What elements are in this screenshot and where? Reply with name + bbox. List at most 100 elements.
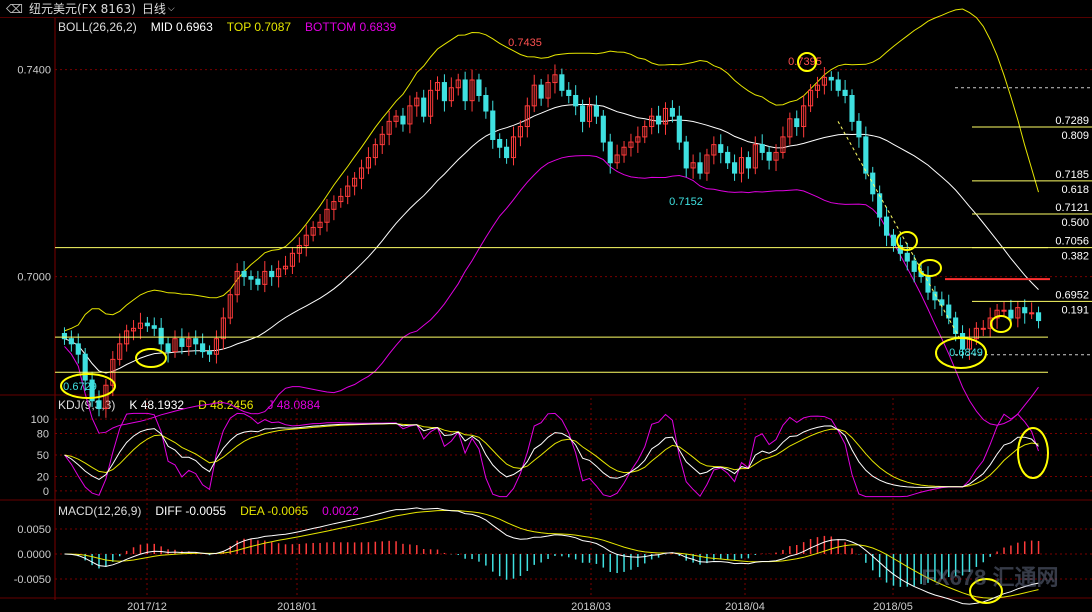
candle-body [987,317,993,329]
low-annotation: 0.7152 [669,196,703,208]
high-annotation: 0.7435 [508,37,542,49]
candle-body [828,76,834,81]
x-tick-label: 2018/01 [277,601,317,612]
candle-body [939,299,945,306]
candle-body [476,79,482,97]
candle-body [455,79,461,89]
y-tick-label: 0.7000 [17,272,51,284]
candle-body [559,74,565,91]
candle-body [738,157,745,174]
candle-body [580,105,586,122]
candle-body [890,234,897,247]
candle-body [186,338,192,347]
candle-body [137,322,144,329]
candle-body [759,144,765,153]
candle-body [814,84,821,91]
x-tick-label: 2017/12 [127,601,167,612]
candle-body [324,208,330,223]
fib-price-label: 0.7121 [1055,202,1089,214]
candle-body [849,95,855,122]
chart-header: ⌫ 纽元美元(FX 8163) 日线 ⌵ [0,0,1092,18]
candle-body [718,144,724,153]
candle-body [117,343,123,360]
candle-body [400,115,406,125]
macd-diff-line [64,507,1039,605]
candle-body [338,195,344,203]
macd-dea-line [64,510,1039,599]
candle-body [1015,307,1021,319]
candle-body [441,82,447,102]
candle-body [566,89,572,97]
boll-top-value: TOP 0.7087 [226,20,292,34]
candle-body [303,234,309,247]
candle-body [932,291,938,301]
candle-body [61,333,68,340]
macd-legend: MACD(12,26,9) DIFF -0.0055 DEA -0.0065 0… [58,503,359,519]
candle-body [220,317,226,340]
candle-body [262,270,268,285]
candle-body [379,133,385,146]
candle-body [745,157,751,169]
candle-body [690,162,696,169]
kdj-tick-label: 50 [37,450,49,462]
y-tick-label: 0.7400 [17,65,51,77]
fib-ratio-label: 0.809 [1061,130,1089,142]
candle-body [241,270,247,278]
candle-body [206,351,213,355]
candle-body [448,87,454,102]
candle-body [683,141,689,169]
candle-body [517,126,523,138]
kdj-j-line [64,412,1039,498]
candle-body [904,252,910,262]
macd-diff-value: DIFF -0.0055 [155,504,227,518]
highlight-ellipse [1017,427,1049,479]
watermark-logo: FX678 汇通网 [922,565,1059,590]
candle-body [510,136,517,159]
candle-body [704,154,710,174]
kdj-tick-label: 80 [37,429,49,441]
candle-body [407,105,413,125]
candle-body [68,338,74,345]
boll-label[interactable]: BOLL(26,26,2) [58,20,137,34]
instrument-title: 纽元美元(FX 8163) [28,2,136,16]
candle-body [870,172,876,195]
candle-body [130,327,137,332]
boll-bottom-line [64,155,1039,434]
candle-body [835,79,841,91]
period-selector[interactable]: 日线 ⌵ [142,0,175,17]
highlight-ellipse [969,578,1003,604]
candle-body [276,268,282,278]
candle-body [725,151,731,164]
candle-body [586,105,593,122]
fib-price-label: 0.6952 [1055,289,1089,301]
macd-label[interactable]: MACD(12,26,9) [58,504,142,518]
boll-mid-line [64,104,1039,374]
candle-body [289,252,296,267]
candle-body [600,115,606,143]
candle-body [732,162,738,174]
candle-body [282,265,289,270]
candle-body [766,151,772,161]
macd-dea-value: DEA -0.0065 [240,504,309,518]
highlight-ellipse [797,52,817,72]
candle-body [179,338,185,347]
macd-tick-label: 0.0050 [17,524,51,536]
candle-body [75,343,81,355]
highlight-ellipse [896,231,918,251]
x-tick-label: 2018/03 [571,601,611,612]
candle-body [393,115,399,122]
highlight-ellipse [918,259,942,277]
candle-body [877,193,883,218]
candle-body [1029,312,1035,315]
kdj-k-line [64,423,1039,488]
candle-body [994,309,1000,319]
highlight-ellipse [60,373,116,399]
candle-body [165,343,171,353]
boll-mid-value: MID 0.6963 [150,20,213,34]
candle-body [780,136,786,153]
period-label: 日线 [141,2,166,16]
candle-body [773,151,779,161]
candle-body [1008,309,1014,319]
back-arrow-icon[interactable]: ⌫ [6,1,23,16]
